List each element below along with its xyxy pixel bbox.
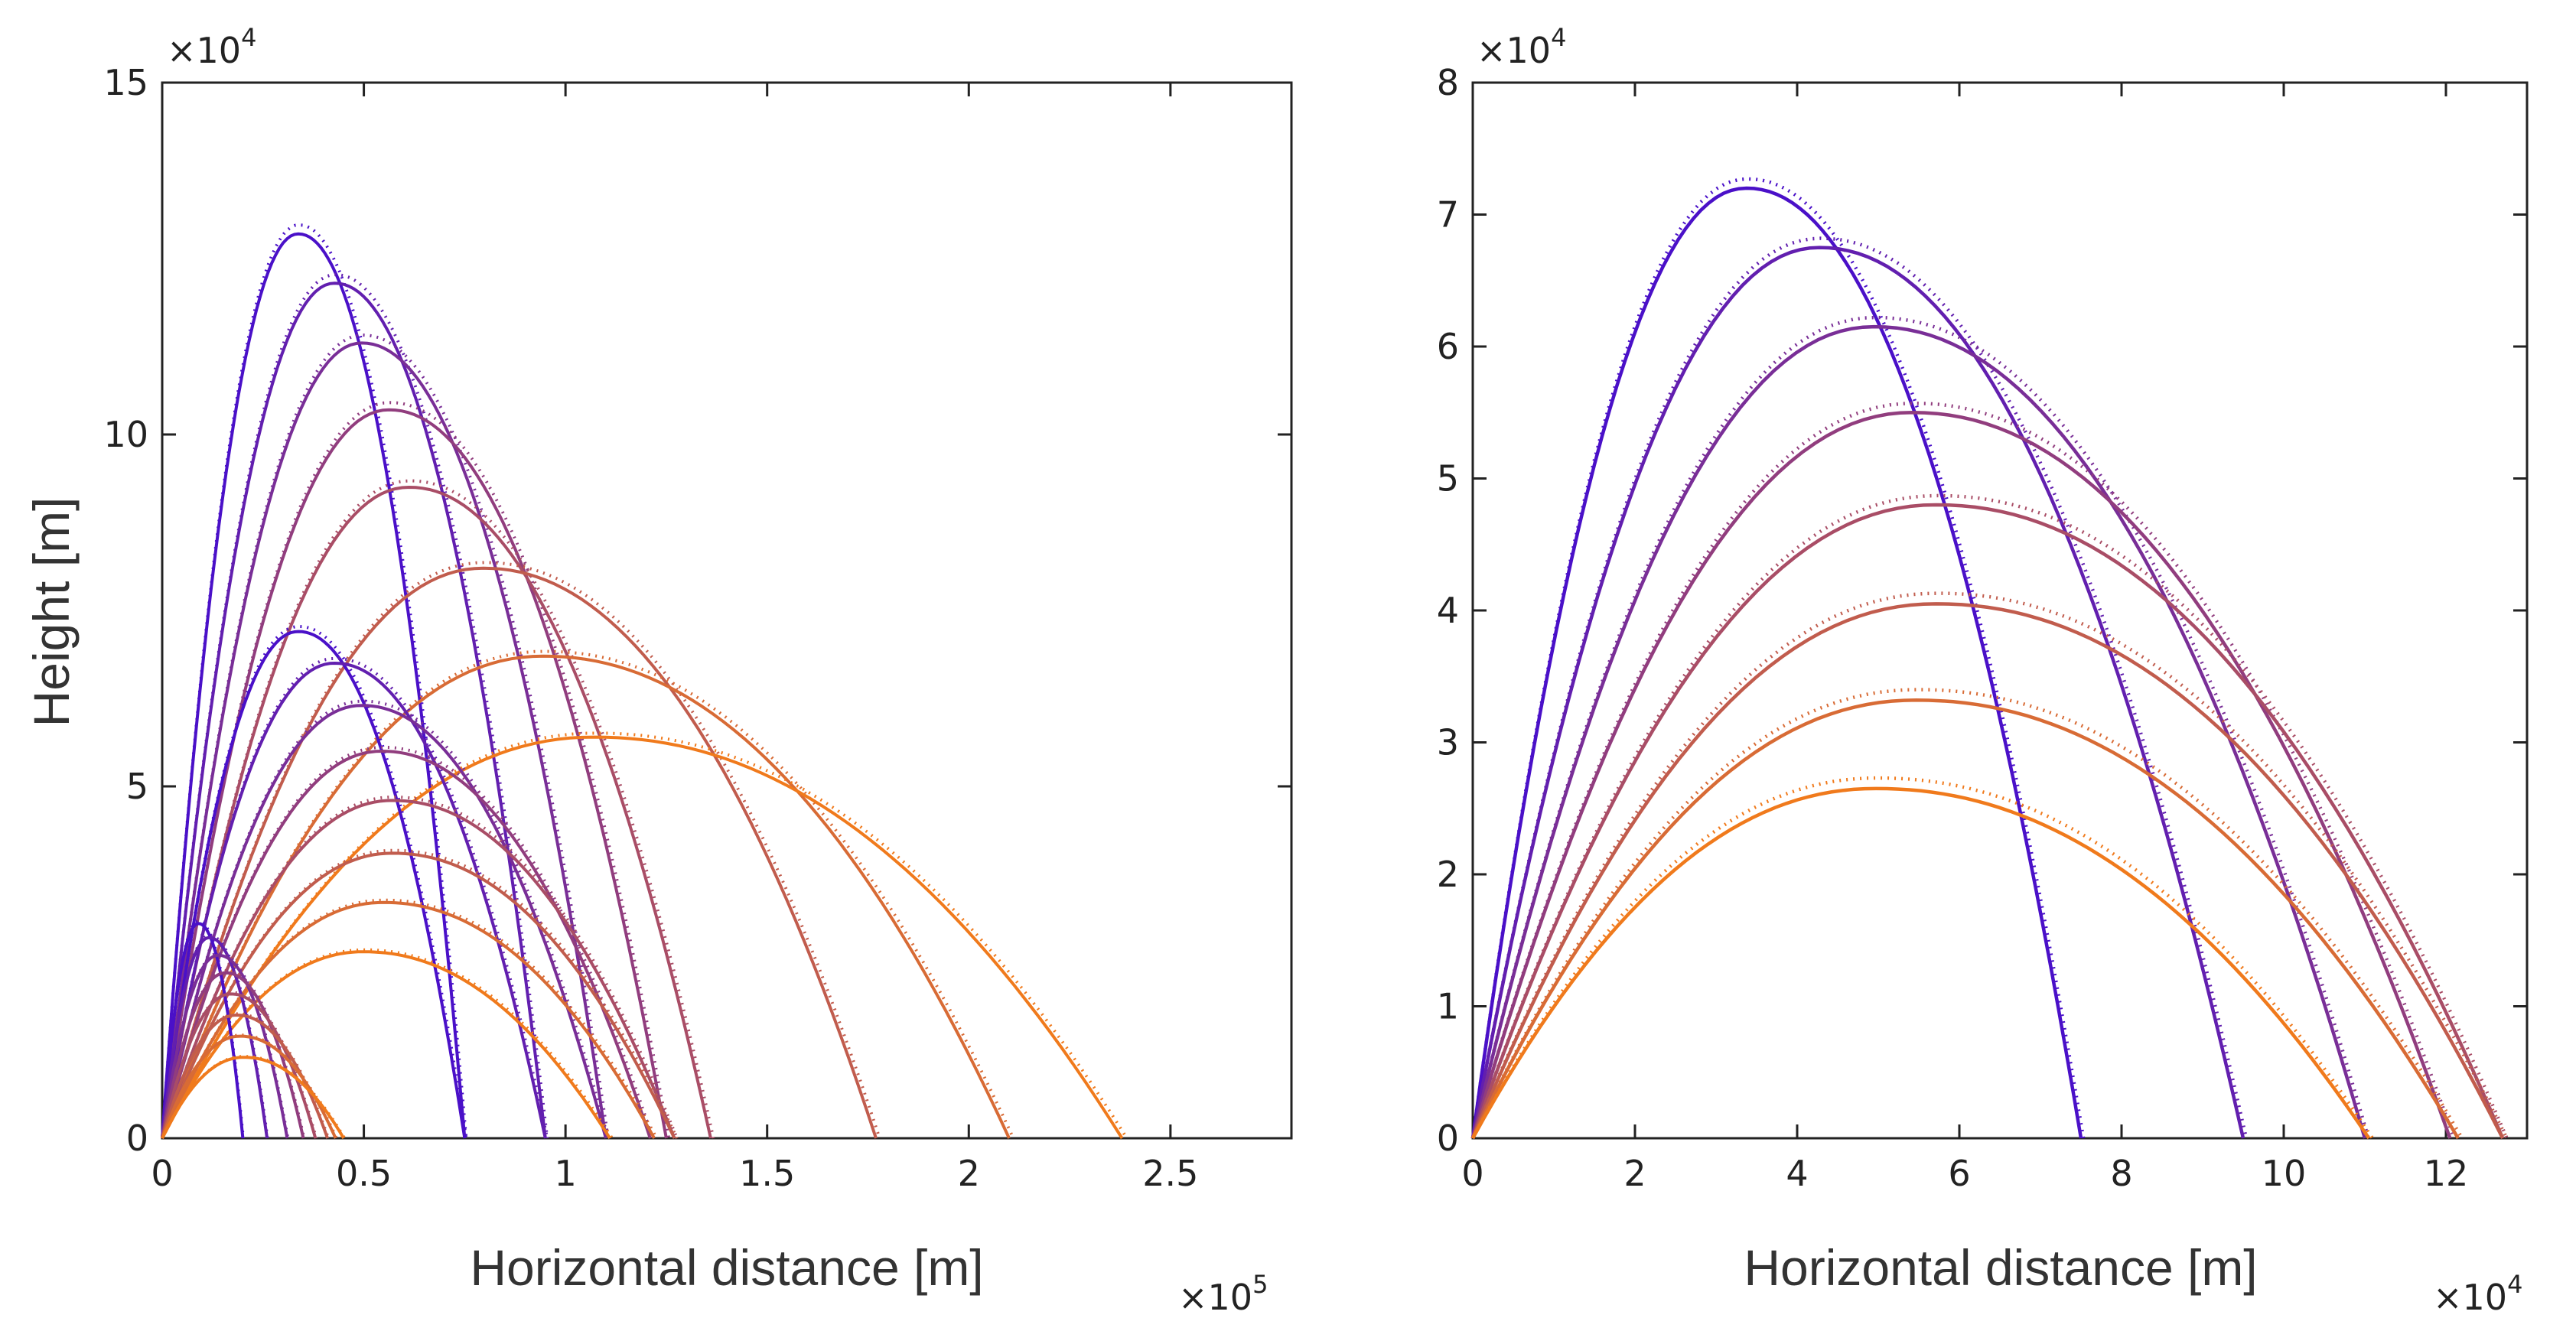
left-x-multiplier: ×105: [1178, 1270, 1268, 1318]
trajectory-medium-dotted: [161, 898, 659, 1139]
trajectory-large-solid: [161, 408, 668, 1139]
left-x-tick-label: 1: [555, 1153, 577, 1194]
trajectory-solid: [1470, 411, 2452, 1139]
trajectory-large-dotted: [161, 272, 549, 1139]
trajectory-medium-solid: [161, 799, 676, 1139]
trajectory-large-dotted: [161, 401, 671, 1139]
trajectory-dotted: [1470, 591, 2509, 1140]
left-x-multiplier-exp: 5: [1252, 1270, 1268, 1299]
right-y-multiplier-base: ×10: [1477, 30, 1551, 71]
trajectory-solid: [1470, 246, 2245, 1139]
right-y-tick-label: 4: [1437, 590, 1459, 631]
right-x-axis-label: Horizontal distance [m]: [1744, 1239, 2257, 1296]
right-y-multiplier-exp: 4: [1551, 23, 1566, 52]
right-y-tick-label: 1: [1437, 986, 1459, 1027]
trajectory-medium-dotted: [161, 948, 614, 1140]
trajectory-medium-solid: [161, 851, 676, 1139]
right-y-tick-label: 2: [1437, 854, 1459, 895]
trajectory-large-solid: [161, 566, 878, 1139]
right-x-tick-label: 10: [2262, 1153, 2307, 1194]
trajectory-dotted: [1470, 688, 2464, 1140]
left-x-axis-label: Horizontal distance [m]: [470, 1239, 983, 1296]
trajectory-dotted: [1470, 493, 2509, 1139]
trajectory-solid: [1471, 786, 2371, 1140]
trajectory-solid: [1470, 602, 2505, 1140]
right-x-tick-label: 6: [1948, 1153, 1970, 1194]
right-x-multiplier-exp: 4: [2507, 1270, 2522, 1299]
trajectory-medium-dotted: [161, 624, 468, 1139]
trajectory-small-dotted: [161, 919, 245, 1139]
right-y-tick-label: 7: [1437, 194, 1459, 236]
trajectory-large-solid: [161, 281, 547, 1139]
left-y-axis-label: Height [m]: [23, 497, 80, 727]
trajectory-solid: [1470, 324, 2367, 1139]
right-y-tick-label: 8: [1437, 62, 1459, 103]
trajectory-large-solid: [161, 232, 467, 1139]
trajectory-large-solid: [161, 735, 1124, 1140]
left-trajectories: [161, 223, 1128, 1140]
right-x-multiplier-base: ×10: [2433, 1277, 2507, 1318]
trajectory-large-dotted: [161, 561, 881, 1139]
left-x-tick-label: 2: [958, 1153, 980, 1194]
trajectory-medium-solid: [161, 900, 656, 1139]
left-y-tick-label: 5: [126, 766, 148, 807]
trajectory-small-solid: [161, 1056, 345, 1140]
left-y-tick-label: 0: [126, 1118, 148, 1159]
right-x-multiplier: ×104: [2433, 1270, 2522, 1318]
trajectory-large-dotted: [161, 223, 468, 1139]
trajectory-medium-dotted: [161, 699, 610, 1139]
trajectory-medium-solid: [161, 749, 652, 1139]
left-plot-frame: [161, 81, 1293, 1140]
trajectory-solid: [1470, 698, 2460, 1140]
trajectory-small-dotted: [161, 1055, 347, 1140]
right-y-tick-label: 3: [1437, 722, 1459, 763]
right-y-tick-label: 6: [1437, 326, 1459, 367]
left-x-tick-label: 0: [151, 1153, 173, 1194]
left-y-tick-label: 10: [103, 414, 148, 455]
trajectory-large-solid: [161, 341, 607, 1139]
trajectory-dotted: [1471, 776, 2374, 1140]
left-x-tick-label: 2.5: [1142, 1153, 1198, 1194]
trajectory-dotted: [1470, 236, 2249, 1139]
right-x-tick-label: 8: [2110, 1153, 2132, 1194]
left-x-multiplier-base: ×10: [1178, 1277, 1252, 1318]
left-y-multiplier: ×104: [167, 23, 256, 71]
right-y-tick-label: 0: [1437, 1118, 1459, 1159]
trajectory-large-solid: [161, 485, 712, 1139]
left-y-multiplier-exp: 4: [241, 23, 256, 52]
left-x-tick-label: 0.5: [336, 1153, 392, 1194]
right-x-tick-label: 12: [2424, 1153, 2469, 1194]
trajectory-medium-solid: [161, 630, 467, 1139]
trajectory-small-solid: [161, 922, 245, 1139]
left-y-tick-label: 15: [103, 62, 148, 103]
left-chart: 0 0.5 1 1.5 2 2.5 0 5 10 15 Horizontal distance […: [23, 23, 1293, 1318]
trajectory-dotted: [1470, 401, 2456, 1139]
trajectory-small-dotted: [161, 1033, 338, 1139]
left-ticks: 0 0.5 1 1.5 2 2.5 0 5 10 15: [103, 62, 1291, 1194]
trajectory-medium-solid: [161, 704, 607, 1139]
right-trajectories: [1470, 177, 2509, 1140]
trajectory-dotted: [1470, 315, 2370, 1139]
right-y-tick-label: 5: [1437, 458, 1459, 500]
left-y-multiplier-base: ×10: [167, 30, 241, 71]
right-x-tick-label: 4: [1786, 1153, 1808, 1194]
right-x-tick-label: 0: [1461, 1153, 1483, 1194]
right-x-tick-label: 2: [1623, 1153, 1646, 1194]
trajectory-medium-solid: [161, 661, 547, 1139]
left-x-tick-label: 1.5: [739, 1153, 795, 1194]
trajectory-solid: [1470, 186, 2083, 1139]
trajectory-small-solid: [161, 936, 269, 1139]
right-y-multiplier: ×104: [1477, 23, 1566, 71]
trajectory-solid: [1470, 503, 2505, 1139]
